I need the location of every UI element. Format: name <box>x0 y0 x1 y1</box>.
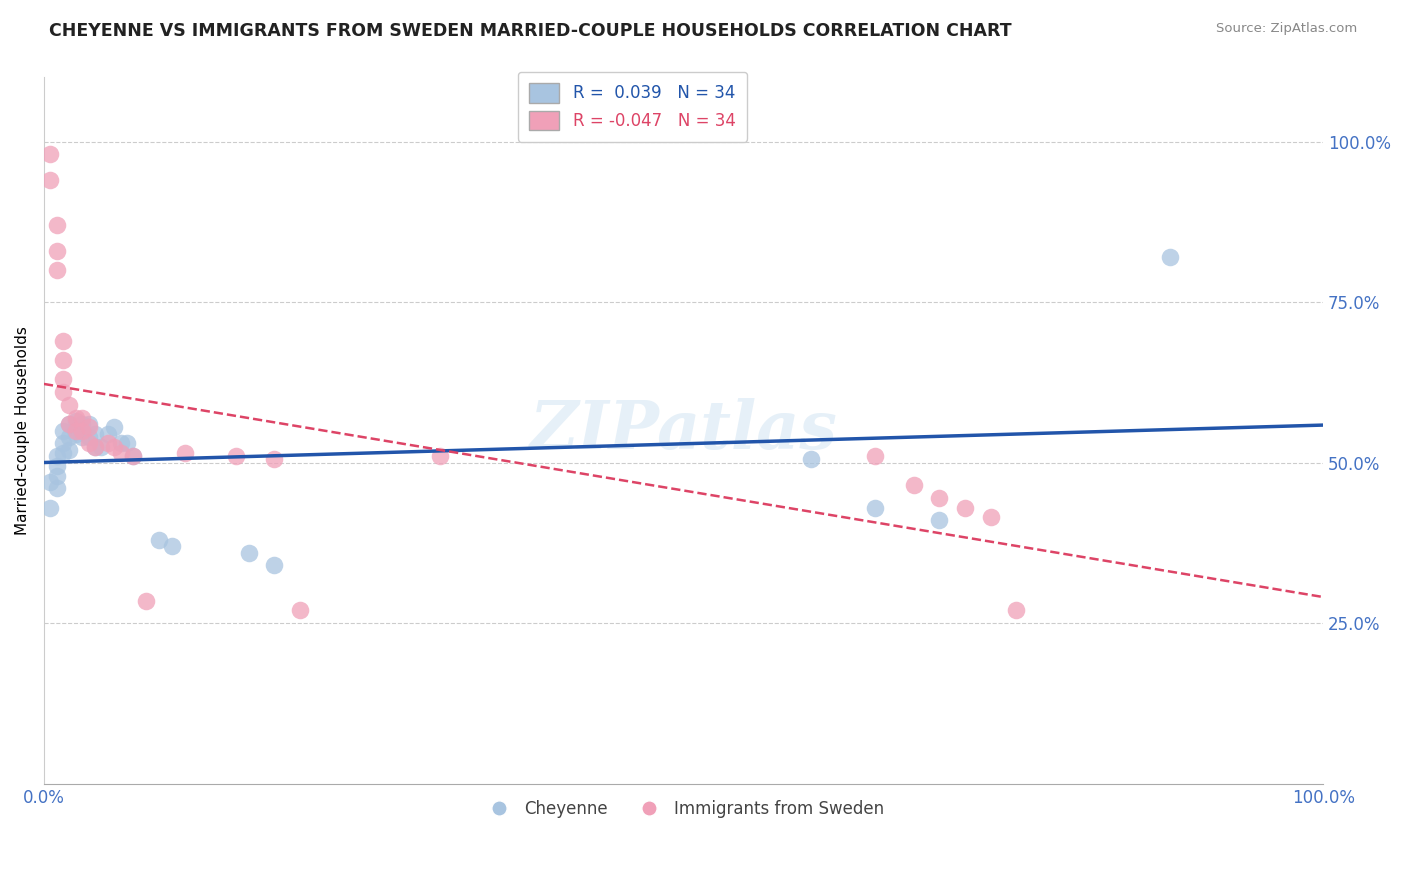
Point <box>45 218 67 232</box>
Point <box>148 533 170 547</box>
Point <box>90 440 112 454</box>
Point <box>865 500 887 515</box>
Point <box>58 430 80 444</box>
Legend: Cheyenne, Immigrants from Sweden: Cheyenne, Immigrants from Sweden <box>475 794 891 825</box>
Point <box>39 475 62 489</box>
Point <box>77 436 100 450</box>
Point <box>72 417 94 432</box>
Point <box>58 398 80 412</box>
Text: Source: ZipAtlas.com: Source: ZipAtlas.com <box>1216 22 1357 36</box>
Point <box>52 385 75 400</box>
Point <box>103 420 125 434</box>
Point <box>72 410 94 425</box>
Point <box>980 510 1002 524</box>
Point <box>1005 603 1028 617</box>
Point <box>52 424 75 438</box>
Point <box>97 436 120 450</box>
Point <box>52 372 75 386</box>
Point <box>800 452 823 467</box>
Point <box>77 420 100 434</box>
Point <box>928 513 950 527</box>
Text: CHEYENNE VS IMMIGRANTS FROM SWEDEN MARRIED-COUPLE HOUSEHOLDS CORRELATION CHART: CHEYENNE VS IMMIGRANTS FROM SWEDEN MARRI… <box>49 22 1012 40</box>
Point <box>953 500 976 515</box>
Point <box>45 244 67 258</box>
Point <box>263 558 285 573</box>
Point <box>52 436 75 450</box>
Point <box>52 446 75 460</box>
Point <box>122 450 145 464</box>
Point <box>288 603 311 617</box>
Point <box>225 450 247 464</box>
Point <box>45 482 67 496</box>
Point <box>928 491 950 505</box>
Point <box>77 417 100 432</box>
Point <box>263 452 285 467</box>
Point <box>39 147 62 161</box>
Point <box>160 539 183 553</box>
Point <box>115 436 138 450</box>
Point <box>58 442 80 457</box>
Point <box>65 426 87 441</box>
Point <box>110 436 132 450</box>
Point <box>65 410 87 425</box>
Y-axis label: Married-couple Households: Married-couple Households <box>15 326 30 535</box>
Point <box>84 440 107 454</box>
Point <box>1159 250 1181 264</box>
Point <box>77 430 100 444</box>
Point <box>39 173 62 187</box>
Point <box>122 450 145 464</box>
Point <box>72 430 94 444</box>
Point <box>65 424 87 438</box>
Point <box>97 426 120 441</box>
Point <box>65 414 87 428</box>
Point <box>52 353 75 368</box>
Point <box>173 446 195 460</box>
Point <box>58 417 80 432</box>
Point <box>45 450 67 464</box>
Point <box>110 446 132 460</box>
Text: ZIPatlas: ZIPatlas <box>530 398 838 463</box>
Point <box>135 593 157 607</box>
Point <box>39 500 62 515</box>
Point <box>45 468 67 483</box>
Point <box>58 417 80 432</box>
Point <box>72 424 94 438</box>
Point <box>238 545 260 559</box>
Point <box>52 334 75 348</box>
Point <box>429 450 451 464</box>
Point <box>103 440 125 454</box>
Point <box>84 440 107 454</box>
Point <box>903 478 925 492</box>
Point <box>45 458 67 473</box>
Point <box>865 450 887 464</box>
Point <box>45 263 67 277</box>
Point <box>84 426 107 441</box>
